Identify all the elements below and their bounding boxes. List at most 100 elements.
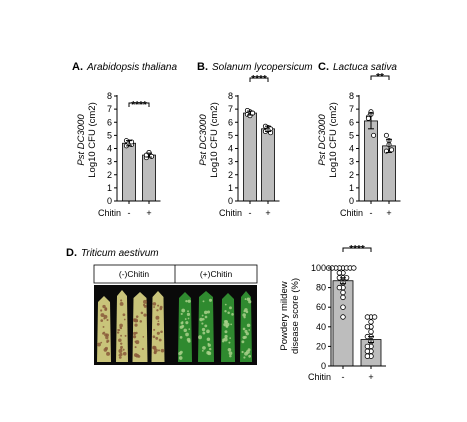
panel-c-y-tick-label-5: 5 xyxy=(349,130,354,140)
panel-c-point-0-3 xyxy=(365,115,371,121)
panel-b-ylabel-line1: Pst DC3000 xyxy=(198,114,209,166)
leaf-4-spot-11 xyxy=(183,328,187,333)
panel-b-y-tick-label-5: 5 xyxy=(228,130,233,140)
leaf-2 xyxy=(132,292,148,362)
panel-a-ylabel-line1: Pst DC3000 xyxy=(76,114,87,166)
leaf-6-spot-12 xyxy=(223,337,228,342)
leaf-4-spot-18 xyxy=(187,339,191,343)
leaf-6-spot-14 xyxy=(229,354,232,358)
panel-c-y-tick-label-6: 6 xyxy=(349,117,354,127)
leaf-3-spot-17 xyxy=(157,320,160,323)
leaf-5-spot-12 xyxy=(199,317,203,322)
panel-c-bar-1 xyxy=(382,145,396,202)
leaf-6-spot-21 xyxy=(224,330,228,334)
leaf-4-spot-5 xyxy=(187,317,190,320)
leaf-0-spot-20 xyxy=(103,331,106,334)
leaf-3-spot-12 xyxy=(158,338,162,342)
leaf-2-spot-16 xyxy=(141,347,145,351)
panel-d-point-1-6 xyxy=(368,329,374,335)
panel-c-y-tick-label-4: 4 xyxy=(349,144,354,154)
panel-b-y-tick-label-1: 1 xyxy=(228,183,233,193)
chart-b: 0 1 2 3 4 5 6 7 8 xyxy=(228,77,280,206)
panel-b-y-tick-label-7: 7 xyxy=(228,104,233,114)
leaf-4 xyxy=(178,292,192,362)
leaf-7 xyxy=(240,291,252,362)
panel-d-point-1-3 xyxy=(368,319,374,325)
leaf-5-spot-3 xyxy=(202,300,205,303)
leaf-3-spot-0 xyxy=(160,330,163,334)
panel-c-y-tick-label-2: 2 xyxy=(349,170,354,180)
panel-d-point-1-5 xyxy=(364,324,371,330)
leaf-2-spot-13 xyxy=(143,299,147,304)
leaf-6-spot-13 xyxy=(225,325,229,328)
leaf-0-spot-3 xyxy=(100,309,103,312)
panel-d-point-1-13 xyxy=(364,348,371,354)
panel-b-significance: **** xyxy=(251,74,267,85)
leaf-1-spot-14 xyxy=(118,329,121,332)
panel-d-significance: **** xyxy=(349,244,365,255)
leaf-2-spot-20 xyxy=(135,340,140,345)
chart-c: 0 1 2 3 4 5 6 7 8 xyxy=(349,75,401,206)
leaf-2-spot-17 xyxy=(143,304,147,308)
leaf-1-spot-5 xyxy=(118,355,122,359)
panel-b-xlabel: Chitin xyxy=(219,208,242,218)
leaf-5-spot-15 xyxy=(202,331,206,335)
leaf-6-spot-16 xyxy=(228,351,233,356)
panel-d-y-tick-label-5: 100 xyxy=(311,263,326,273)
panel-d-point-0-15 xyxy=(336,284,343,291)
leaf-6-spot-5 xyxy=(227,311,230,314)
panel-a-y-tick-label-2: 2 xyxy=(107,170,112,180)
leaf-7-spot-19 xyxy=(248,300,252,304)
panel-d-y-tick-label-0: 0 xyxy=(321,361,326,371)
leaf-5-spot-20 xyxy=(208,298,213,302)
leaf-7-spot-2 xyxy=(242,313,246,317)
leaf-7-spot-21 xyxy=(247,348,251,352)
panel-b-bar-1 xyxy=(261,128,275,202)
leaf-7-spot-0 xyxy=(241,350,244,354)
panel-b-y-tick-label-0: 0 xyxy=(228,196,233,206)
panel-b-ylabel-line2: Log10 CFU (cm2) xyxy=(209,102,220,178)
panel-a-y-tick-label-5: 5 xyxy=(107,130,112,140)
leaf-4-spot-0 xyxy=(185,321,189,325)
panel-c-cat-minus: - xyxy=(370,208,373,218)
leaf-2-spot-3 xyxy=(135,315,139,318)
leaf-5-spot-0 xyxy=(203,310,208,315)
leaf-1-spot-13 xyxy=(122,351,127,356)
leaf-0-spot-9 xyxy=(106,341,109,344)
leaf-5-spot-2 xyxy=(206,329,210,334)
panel-c-y-tick-label-8: 8 xyxy=(349,91,354,101)
panel-a-xlabel: Chitin xyxy=(98,208,121,218)
panel-b-cat-plus: + xyxy=(265,208,270,218)
panel-a-title: Arabidopsis thaliana xyxy=(86,62,177,73)
leaf-3-spot-20 xyxy=(152,345,157,350)
leaf-6-spot-17 xyxy=(224,309,227,313)
panel-d-y-tick-label-1: 20 xyxy=(316,341,326,351)
leaf-6-spot-18 xyxy=(227,348,232,352)
leaf-4-spot-19 xyxy=(178,356,183,360)
leaf-2-spot-14 xyxy=(140,311,144,315)
panel-d-point-0-18 xyxy=(340,304,346,310)
leaf-0-spot-18 xyxy=(102,325,105,328)
leaf-7-spot-13 xyxy=(244,329,248,334)
leaf-0-spot-11 xyxy=(104,308,108,312)
panel-d-letter: D. xyxy=(66,247,77,259)
leaf-4-spot-16 xyxy=(181,321,184,323)
panel-b-bar-0 xyxy=(243,112,257,202)
panel-a-y-tick-label-0: 0 xyxy=(107,196,112,206)
panel-c-y-tick-label-0: 0 xyxy=(349,196,354,206)
panel-c-ylabel-line1: Pst DC3000 xyxy=(317,114,328,166)
leaf-1-spot-17 xyxy=(120,347,123,350)
leaf-2-spot-18 xyxy=(135,331,138,335)
panel-d-y-tick-label-2: 40 xyxy=(316,322,326,332)
panel-b-y-tick-label-8: 8 xyxy=(228,91,233,101)
leaf-0-spot-14 xyxy=(103,348,108,352)
leaf-7-spot-15 xyxy=(241,340,245,344)
leaf-5-spot-4 xyxy=(204,315,208,319)
leaf-6-spot-11 xyxy=(231,313,234,316)
leaf-2-spot-5 xyxy=(134,323,138,327)
leaf-0-spot-16 xyxy=(100,319,104,322)
panel-a-bar-0 xyxy=(122,142,136,202)
panel-b-y-tick-label-4: 4 xyxy=(228,144,233,154)
panel-a: A. Arabidopsis thaliana Pst DC3000 Log10… xyxy=(72,61,177,218)
